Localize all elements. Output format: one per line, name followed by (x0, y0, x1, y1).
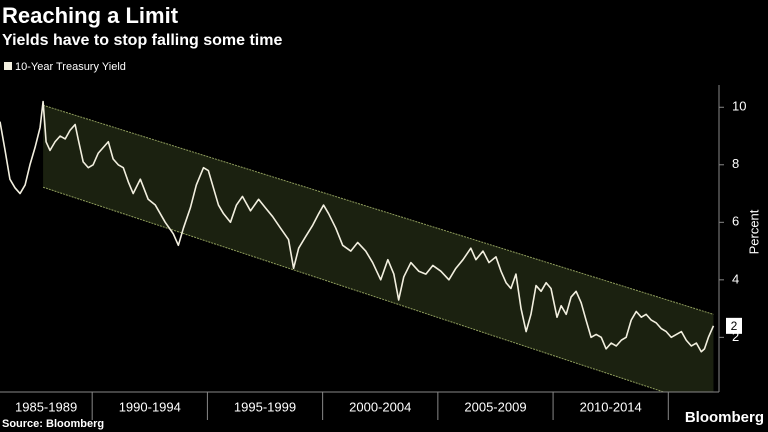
x-tick-label: 2000-2004 (349, 399, 411, 414)
y-tick-label: 2 (732, 329, 739, 344)
line-series (0, 100, 715, 353)
channel-line (42, 104, 714, 315)
x-tick-label: 2010-2014 (580, 399, 642, 414)
chart-subtitle: Yields have to stop falling some time (2, 32, 282, 49)
value-label-box (726, 317, 742, 334)
x-tick-label: 1985-1989 (15, 399, 77, 414)
legend-swatch (4, 62, 12, 70)
chart-title: Reaching a Limit (2, 3, 179, 28)
brand: Bloomberg (685, 409, 764, 426)
y-tick-label: 6 (732, 214, 739, 229)
value-label: 2 (731, 319, 738, 333)
x-tick-label: 2005-2009 (464, 399, 526, 414)
channel-line (42, 186, 666, 392)
source: Source: Bloomberg (2, 418, 104, 430)
y-axis-label: Percent (746, 209, 761, 254)
x-tick-label: 1990-1994 (119, 399, 181, 414)
y-tick-label: 10 (732, 99, 746, 114)
plot-area (0, 100, 715, 392)
y-tick-label: 8 (732, 156, 739, 171)
x-tick-label: 1995-1999 (234, 399, 296, 414)
legend-label: 10-Year Treasury Yield (15, 61, 126, 73)
y-tick-label: 4 (732, 271, 739, 286)
